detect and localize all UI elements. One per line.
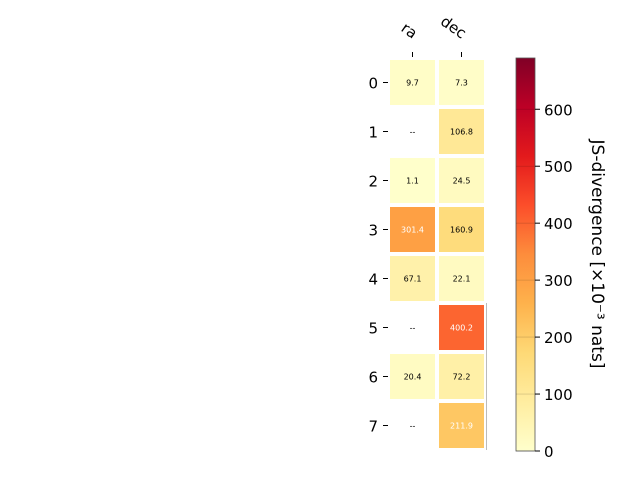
- y-tick-label: 6: [368, 369, 378, 387]
- heatmap-cell: [439, 60, 484, 105]
- heatmap-cell: [390, 354, 435, 399]
- y-tick-label: 2: [368, 173, 378, 191]
- heatmap-cell: [390, 60, 435, 105]
- y-tick-label: 3: [368, 222, 378, 240]
- x-tick-label: dec: [437, 12, 469, 42]
- heatmap-cell-label: 9.7: [406, 79, 419, 88]
- heatmap-cell-label: --: [410, 422, 416, 431]
- heatmap-cell-label: 7.3: [455, 79, 468, 88]
- heatmap-cell-label: 24.5: [453, 177, 471, 186]
- heatmap-cell-label: 211.9: [450, 422, 473, 431]
- heatmap-cell: [439, 158, 484, 203]
- colorbar: 0 100 200 300 400 500 600 JS-divergence [×10⁻³ …: [515, 57, 607, 461]
- heatmap-cell: [439, 256, 484, 301]
- heatmap-cell-labels: 9.7 7.3 -- 106.8 1.1 24.5 301.4 160.9 67.1 22.1 --…: [401, 79, 473, 431]
- colorbar-tick-label: 100: [544, 386, 573, 404]
- heatmap-cell: [390, 207, 435, 252]
- heatmap-cell-label: 160.9: [450, 226, 473, 235]
- heatmap-cell: [439, 305, 484, 350]
- heatmap-cell: [439, 354, 484, 399]
- colorbar-label: JS-divergence [×10⁻³ nats]: [587, 139, 607, 369]
- y-tick-label: 7: [368, 418, 378, 436]
- heatmap-cell: [439, 207, 484, 252]
- heatmap-cell-label: --: [410, 128, 416, 137]
- colorbar-tick-label: 200: [544, 329, 573, 347]
- y-tick-label: 1: [368, 124, 378, 142]
- heatmap-cell: [439, 109, 484, 154]
- heatmap-cell-label: 400.2: [450, 324, 473, 333]
- y-tick-label: 4: [368, 271, 378, 289]
- heatmap-cell-label: 67.1: [404, 275, 422, 284]
- heatmap-cell: [390, 256, 435, 301]
- colorbar-tick-label: 0: [544, 443, 554, 461]
- colorbar-tick-label: 300: [544, 272, 573, 290]
- colorbar-gradient: [515, 57, 536, 452]
- heatmap-cell-label: 20.4: [404, 373, 422, 382]
- heatmap-cell-label: 301.4: [401, 226, 424, 235]
- heatmap-cell: [439, 403, 484, 448]
- x-tick-label: ra: [398, 19, 421, 43]
- colorbar-tick-label: 500: [544, 158, 573, 176]
- colorbar-tick-label: 400: [544, 215, 573, 233]
- heatmap-cell-label: 22.1: [453, 275, 471, 284]
- heatmap-cell-label: 72.2: [453, 373, 471, 382]
- heatmap-cells: [390, 60, 484, 448]
- heatmap-cell-label: --: [410, 324, 416, 333]
- heatmap-cell: [390, 158, 435, 203]
- heatmap-cell-label: 1.1: [406, 177, 419, 186]
- heatmap-cell-label: 106.8: [450, 128, 473, 137]
- y-tick-label: 5: [368, 320, 378, 338]
- colorbar-tick-label: 600: [544, 101, 573, 119]
- y-tick-label: 0: [368, 75, 378, 93]
